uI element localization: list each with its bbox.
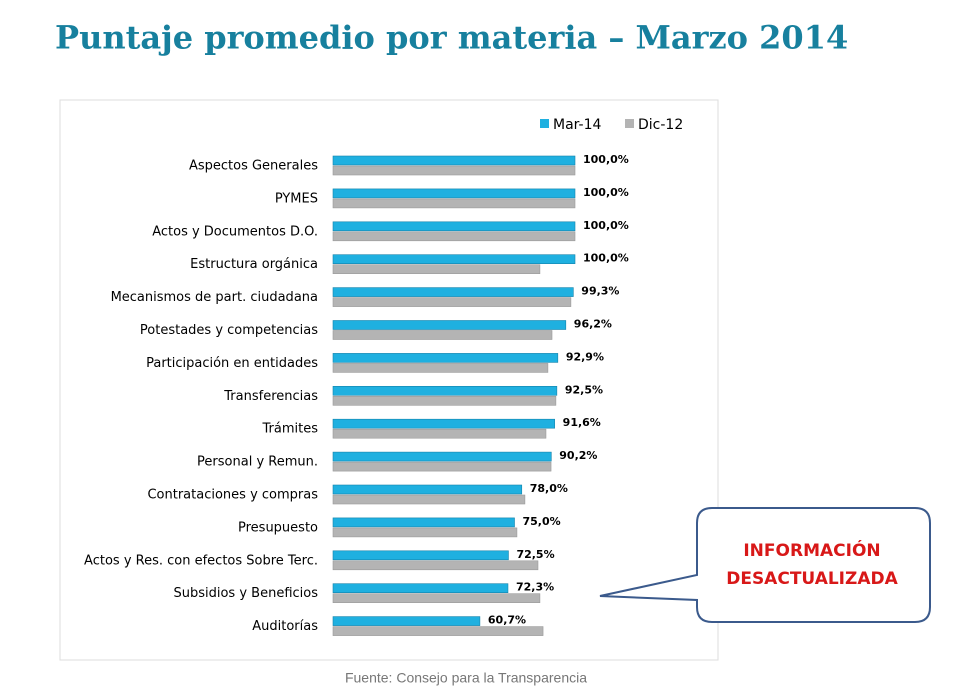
value-label: 99,3% — [581, 285, 619, 298]
bar — [332, 395, 557, 406]
category-label: Mecanismos de part. ciudadana — [111, 290, 318, 305]
callout — [599, 507, 931, 623]
value-label: 100,0% — [583, 252, 629, 265]
category-label: PYMES — [275, 191, 318, 206]
category-label: Estructura orgánica — [190, 257, 318, 272]
category-label: Auditorías — [252, 619, 318, 634]
legend-swatch — [625, 119, 634, 128]
legend-label: Mar-14 — [553, 117, 601, 133]
bar — [332, 330, 553, 340]
category-label: Contrataciones y compras — [147, 488, 318, 503]
category-label: Presupuesto — [238, 520, 318, 535]
bar — [332, 550, 509, 561]
bar — [332, 593, 541, 604]
bar — [332, 428, 547, 439]
category-label: Potestades y competencias — [140, 323, 318, 338]
category-label: Personal y Remun. — [197, 455, 318, 470]
legend-swatch — [540, 119, 549, 128]
value-label: 91,6% — [563, 416, 601, 429]
category-label: Transferencias — [223, 389, 318, 404]
bar — [332, 626, 544, 636]
title: Puntaje promedio por materia – Marzo 201… — [55, 19, 848, 57]
value-label: 72,3% — [516, 581, 554, 594]
bar — [332, 231, 576, 242]
bar — [332, 385, 558, 396]
callout-text: DESACTUALIZADA — [726, 569, 898, 589]
bar — [332, 221, 576, 232]
category-label: Actos y Res. con efectos Sobre Terc. — [84, 553, 318, 568]
bar — [332, 363, 549, 373]
bar — [332, 155, 576, 166]
bar — [332, 264, 541, 275]
bar — [332, 297, 572, 307]
bar — [332, 165, 576, 176]
category-label: Aspectos Generales — [189, 159, 318, 174]
bar — [332, 320, 567, 330]
bar — [332, 527, 518, 538]
bar — [332, 494, 526, 505]
bar — [332, 583, 509, 594]
bar — [332, 560, 539, 571]
category-label: Trámites — [262, 422, 319, 437]
bar — [332, 353, 559, 363]
value-label: 78,0% — [530, 482, 568, 495]
callout-text: INFORMACIÓN — [743, 539, 880, 561]
bar — [332, 616, 481, 626]
bar — [332, 517, 515, 528]
value-label: 92,9% — [566, 350, 604, 363]
category-label: Actos y Documentos D.O. — [152, 224, 318, 239]
value-label: 90,2% — [559, 449, 597, 462]
bar — [332, 198, 576, 209]
value-label: 72,5% — [516, 548, 554, 561]
bar — [332, 188, 576, 199]
value-label: 92,5% — [565, 383, 603, 396]
chart-frame — [59, 99, 719, 661]
bar — [332, 254, 576, 264]
bar — [332, 287, 574, 297]
category-label: Subsidios y Beneficios — [173, 586, 318, 601]
bar — [332, 461, 552, 472]
value-label: 60,7% — [488, 614, 526, 627]
source: Fuente: Consejo para la Transparencia — [345, 670, 587, 686]
bar — [332, 451, 552, 462]
bar — [332, 418, 555, 429]
value-label: 96,2% — [574, 318, 612, 331]
category-label: Participación en entidades — [146, 356, 318, 371]
legend-label: Dic-12 — [638, 117, 683, 133]
value-label: 100,0% — [583, 219, 629, 232]
bar — [332, 484, 523, 495]
value-label: 100,0% — [583, 153, 629, 166]
value-label: 75,0% — [523, 515, 561, 528]
value-label: 100,0% — [583, 186, 629, 199]
